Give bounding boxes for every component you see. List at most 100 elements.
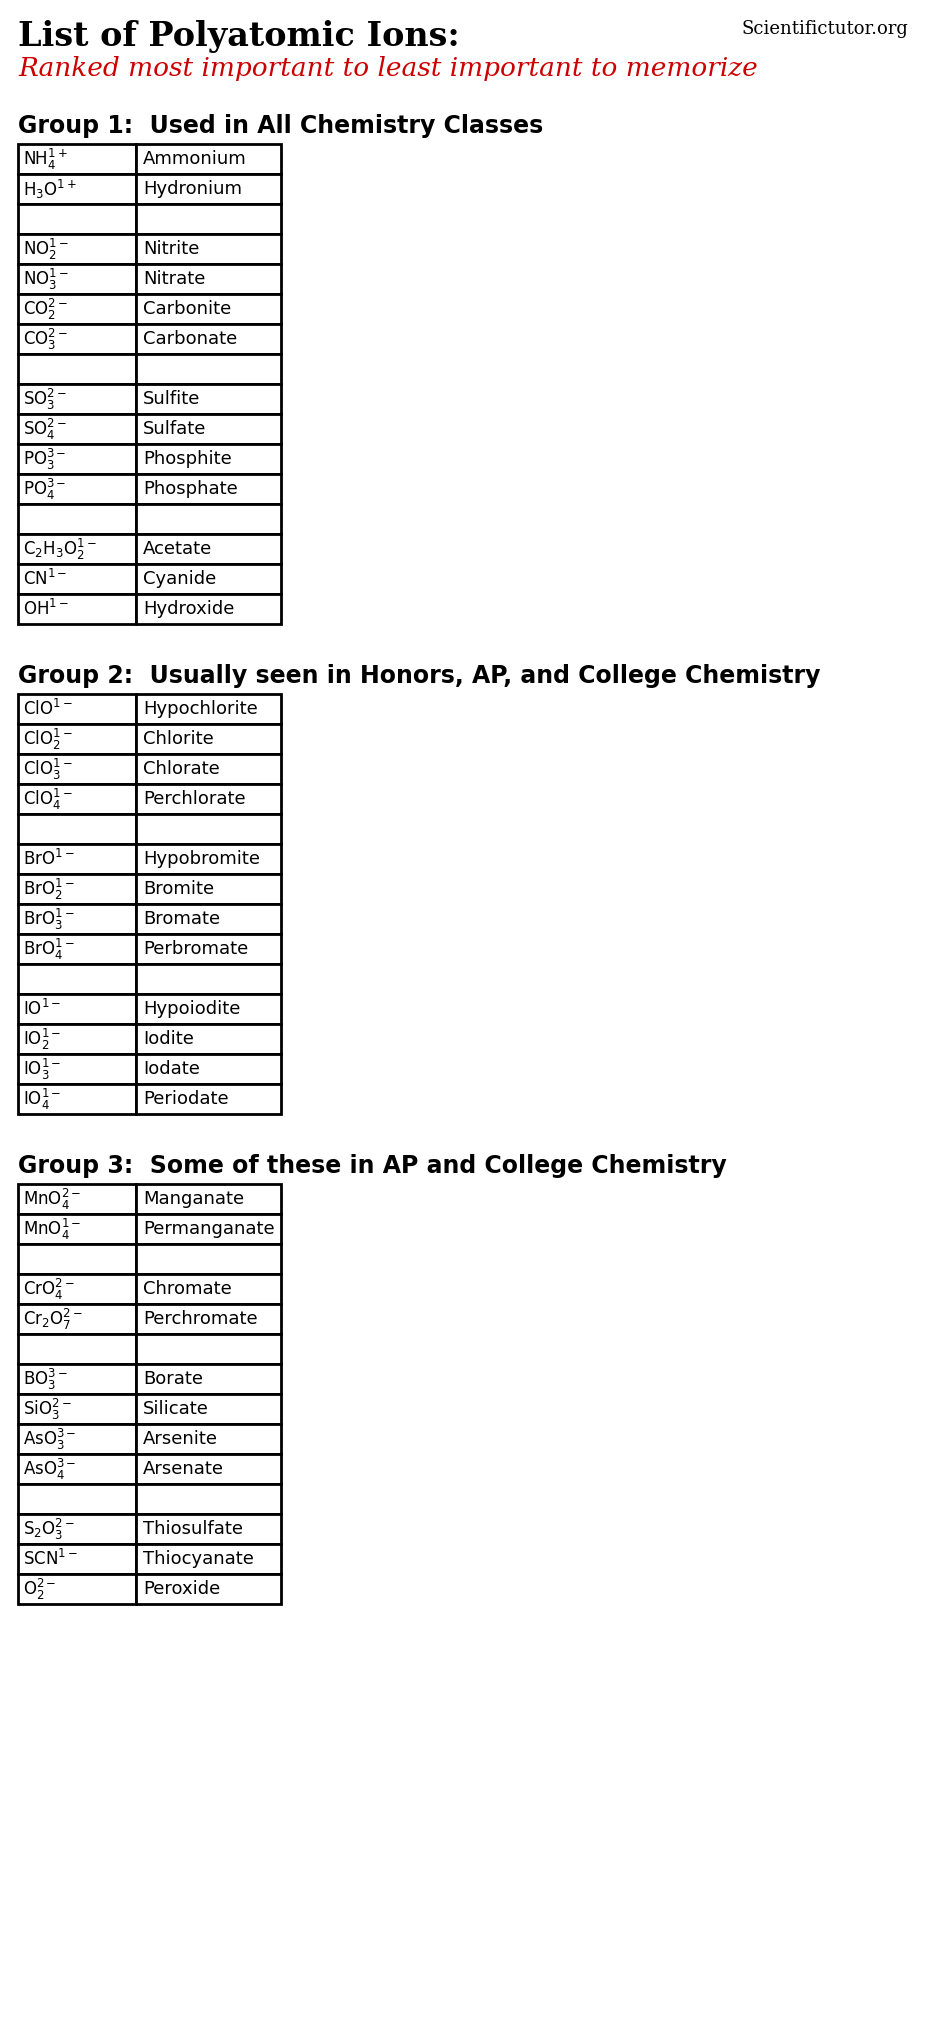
Bar [18, 815, 136, 843]
Text: Borate: Borate [143, 1370, 203, 1388]
Bar [136, 1543, 281, 1573]
Text: BrO$_3^{1-}$: BrO$_3^{1-}$ [23, 906, 75, 932]
Bar [136, 815, 281, 843]
Text: Periodate: Periodate [143, 1089, 229, 1107]
Bar [136, 904, 281, 934]
Bar [18, 1275, 136, 1305]
Bar [136, 474, 281, 504]
Text: CN$^{1-}$: CN$^{1-}$ [23, 569, 68, 589]
Bar [136, 1363, 281, 1394]
Bar [18, 504, 136, 535]
Text: Perbromate: Perbromate [143, 940, 248, 958]
Bar [18, 1543, 136, 1573]
Text: Scientifictutor.org: Scientifictutor.org [741, 20, 908, 38]
Bar [18, 873, 136, 904]
Text: Chlorite: Chlorite [143, 730, 214, 748]
Bar [18, 1214, 136, 1244]
Bar [18, 754, 136, 785]
Text: Nitrate: Nitrate [143, 270, 206, 288]
Bar [18, 1515, 136, 1543]
Bar [136, 143, 281, 173]
Bar [136, 565, 281, 593]
Bar [136, 173, 281, 204]
Bar [136, 1055, 281, 1083]
Bar [18, 843, 136, 873]
Bar [136, 413, 281, 444]
Text: Carbonite: Carbonite [143, 301, 232, 319]
Bar [136, 1573, 281, 1604]
Text: IO$_4^{1-}$: IO$_4^{1-}$ [23, 1087, 61, 1111]
Bar [136, 1515, 281, 1543]
Bar [18, 1055, 136, 1083]
Bar [136, 535, 281, 565]
Bar [18, 694, 136, 724]
Bar [136, 1394, 281, 1424]
Bar [18, 474, 136, 504]
Text: BrO$_4^{1-}$: BrO$_4^{1-}$ [23, 936, 75, 962]
Text: Bromate: Bromate [143, 910, 220, 928]
Bar [136, 1275, 281, 1305]
Text: H$_3$O$^{1+}$: H$_3$O$^{1+}$ [23, 177, 77, 200]
Text: ClO$_4^{1-}$: ClO$_4^{1-}$ [23, 787, 72, 811]
Text: Phosphite: Phosphite [143, 450, 232, 468]
Text: Sulfate: Sulfate [143, 420, 206, 438]
Bar [136, 754, 281, 785]
Bar [18, 383, 136, 413]
Bar [18, 264, 136, 294]
Text: BO$_3^{3-}$: BO$_3^{3-}$ [23, 1366, 68, 1392]
Text: AsO$_4^{3-}$: AsO$_4^{3-}$ [23, 1456, 77, 1482]
Bar [136, 873, 281, 904]
Text: Permanganate: Permanganate [143, 1220, 275, 1238]
Text: Iodite: Iodite [143, 1031, 194, 1049]
Text: Ammonium: Ammonium [143, 149, 246, 167]
Text: IO$_3^{1-}$: IO$_3^{1-}$ [23, 1057, 61, 1081]
Text: AsO$_3^{3-}$: AsO$_3^{3-}$ [23, 1426, 77, 1452]
Bar [18, 1333, 136, 1363]
Text: Manganate: Manganate [143, 1190, 244, 1208]
Bar [18, 565, 136, 593]
Bar [136, 1184, 281, 1214]
Text: Carbonate: Carbonate [143, 331, 237, 349]
Text: ClO$_2^{1-}$: ClO$_2^{1-}$ [23, 726, 72, 752]
Text: Sulfite: Sulfite [143, 389, 200, 407]
Text: Hypochlorite: Hypochlorite [143, 700, 257, 718]
Text: Peroxide: Peroxide [143, 1579, 220, 1597]
Text: SO$_4^{2-}$: SO$_4^{2-}$ [23, 416, 67, 442]
Bar [18, 535, 136, 565]
Text: OH$^{1-}$: OH$^{1-}$ [23, 599, 69, 619]
Bar [136, 1025, 281, 1055]
Text: Group 2:  Usually seen in Honors, AP, and College Chemistry: Group 2: Usually seen in Honors, AP, and… [18, 664, 820, 688]
Bar [18, 964, 136, 994]
Bar [18, 1573, 136, 1604]
Text: MnO$_4^{1-}$: MnO$_4^{1-}$ [23, 1216, 81, 1242]
Bar [18, 444, 136, 474]
Bar [136, 934, 281, 964]
Bar [18, 173, 136, 204]
Text: NO$_3^{1-}$: NO$_3^{1-}$ [23, 266, 69, 292]
Bar [136, 1454, 281, 1485]
Bar [136, 785, 281, 815]
Bar [18, 1454, 136, 1485]
Text: SO$_3^{2-}$: SO$_3^{2-}$ [23, 387, 67, 411]
Bar [18, 1025, 136, 1055]
Bar [136, 1244, 281, 1275]
Text: Ranked most important to least important to memorize: Ranked most important to least important… [18, 56, 757, 81]
Text: O$_2^{2-}$: O$_2^{2-}$ [23, 1577, 56, 1601]
Bar [136, 294, 281, 325]
Text: IO$_2^{1-}$: IO$_2^{1-}$ [23, 1027, 61, 1051]
Text: Thiosulfate: Thiosulfate [143, 1521, 243, 1539]
Text: PO$_4^{3-}$: PO$_4^{3-}$ [23, 476, 67, 502]
Bar [136, 843, 281, 873]
Text: Acetate: Acetate [143, 541, 212, 559]
Text: C$_2$H$_3$O$_2^{1-}$: C$_2$H$_3$O$_2^{1-}$ [23, 537, 96, 561]
Bar [136, 444, 281, 474]
Bar [136, 1214, 281, 1244]
Bar [18, 1485, 136, 1515]
Bar [18, 294, 136, 325]
Bar [136, 234, 281, 264]
Text: BrO$_2^{1-}$: BrO$_2^{1-}$ [23, 877, 75, 902]
Text: Nitrite: Nitrite [143, 240, 199, 258]
Bar [18, 204, 136, 234]
Text: Perchromate: Perchromate [143, 1309, 257, 1327]
Bar [136, 1485, 281, 1515]
